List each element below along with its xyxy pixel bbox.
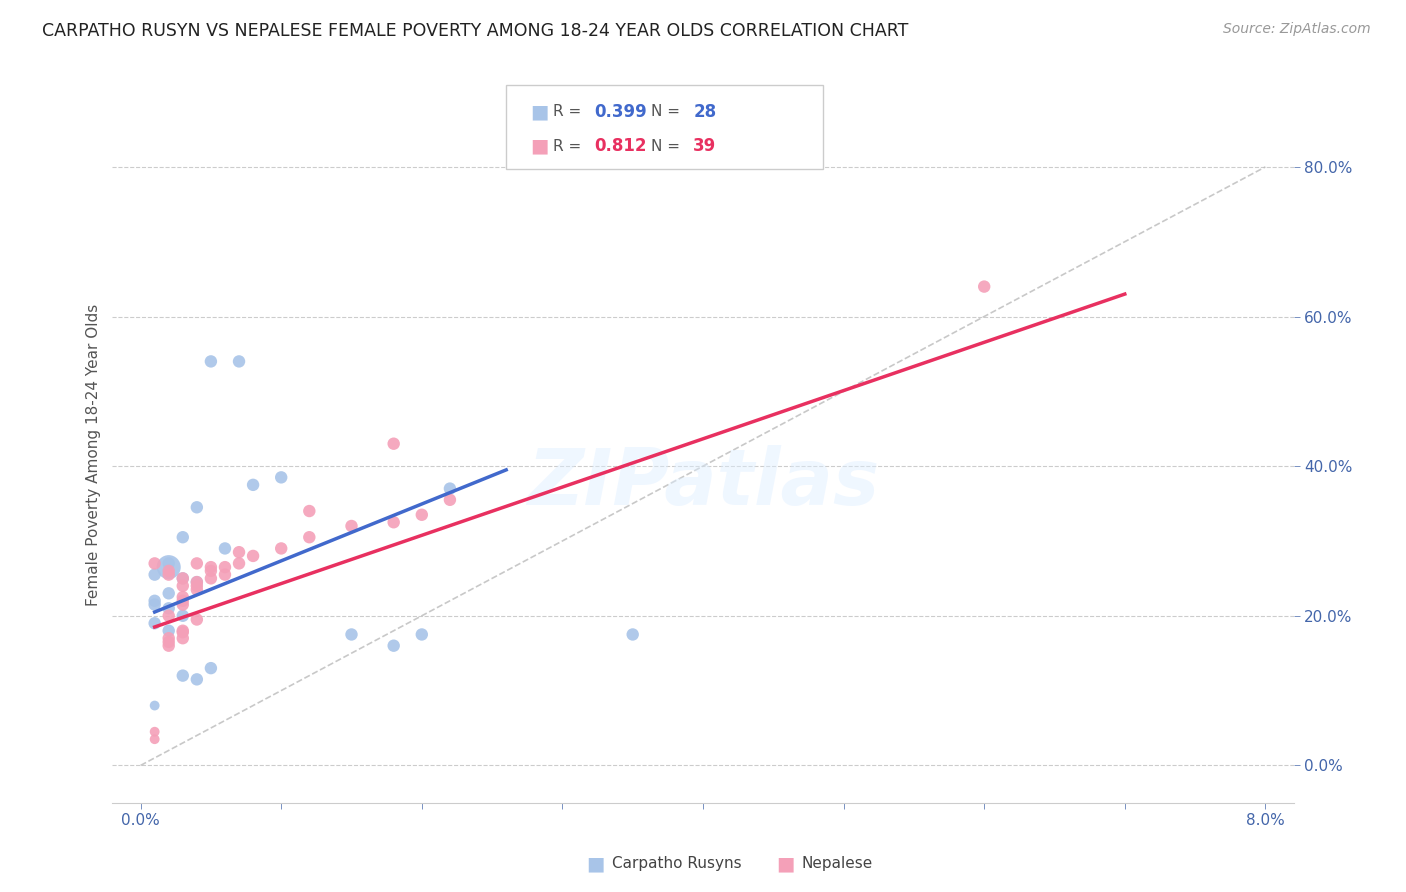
Text: 39: 39 [693,137,717,155]
Point [157,567,180,582]
Text: R =: R = [553,138,581,153]
Point [200,354,222,368]
Point [270,470,292,484]
Point [186,575,208,590]
Point [200,560,222,574]
Point [439,492,461,507]
Point [172,624,194,638]
Point [382,639,405,653]
Point [411,508,433,522]
Point [157,631,180,645]
Point [172,530,194,544]
Point [214,541,236,556]
Point [143,557,166,571]
Point [242,549,264,563]
Point [214,560,236,574]
Point [172,625,194,640]
Text: N =: N = [651,138,681,153]
Point [200,564,222,578]
Point [186,673,208,687]
Point [242,478,264,492]
Point [621,627,644,641]
Point [143,724,166,739]
Point [186,613,208,627]
Point [270,541,292,556]
Point [157,564,180,578]
Text: ■: ■ [776,854,794,873]
Point [200,661,222,675]
Point [298,504,321,518]
Point [973,279,995,293]
Point [172,590,194,604]
Point [157,560,180,574]
Point [382,436,405,450]
Point [228,557,250,571]
Y-axis label: Female Poverty Among 18-24 Year Olds: Female Poverty Among 18-24 Year Olds [86,304,101,606]
Point [439,482,461,496]
Point [186,579,208,593]
Point [200,571,222,585]
Text: Source: ZipAtlas.com: Source: ZipAtlas.com [1223,22,1371,37]
Point [172,594,194,608]
Point [186,500,208,515]
Point [172,668,194,682]
Point [382,515,405,529]
Point [186,582,208,597]
Point [186,557,208,571]
Point [172,631,194,645]
Text: Carpatho Rusyns: Carpatho Rusyns [612,856,741,871]
Point [186,575,208,590]
Point [143,594,166,608]
Point [228,545,250,559]
Point [172,571,194,585]
Point [172,608,194,623]
Text: 0.812: 0.812 [595,137,647,155]
Text: ZIPatlas: ZIPatlas [527,445,879,521]
Text: Nepalese: Nepalese [801,856,873,871]
Point [172,571,194,585]
Text: ■: ■ [586,854,605,873]
Point [340,519,363,533]
Text: N =: N = [651,104,681,120]
Point [157,624,180,638]
Point [157,557,180,571]
Text: 0.399: 0.399 [595,103,648,121]
Point [157,639,180,653]
Point [157,601,180,615]
Text: 28: 28 [693,103,716,121]
Point [143,598,166,612]
Point [143,567,166,582]
Point [214,567,236,582]
Point [157,608,180,623]
Point [172,579,194,593]
Text: CARPATHO RUSYN VS NEPALESE FEMALE POVERTY AMONG 18-24 YEAR OLDS CORRELATION CHAR: CARPATHO RUSYN VS NEPALESE FEMALE POVERT… [42,22,908,40]
Point [157,586,180,600]
Point [411,627,433,641]
Text: ■: ■ [530,136,548,155]
Point [157,635,180,649]
Point [143,732,166,747]
Point [340,627,363,641]
Text: ■: ■ [530,103,548,121]
Point [228,354,250,368]
Point [298,530,321,544]
Point [172,598,194,612]
Point [143,698,166,713]
Text: R =: R = [553,104,581,120]
Point [143,616,166,631]
